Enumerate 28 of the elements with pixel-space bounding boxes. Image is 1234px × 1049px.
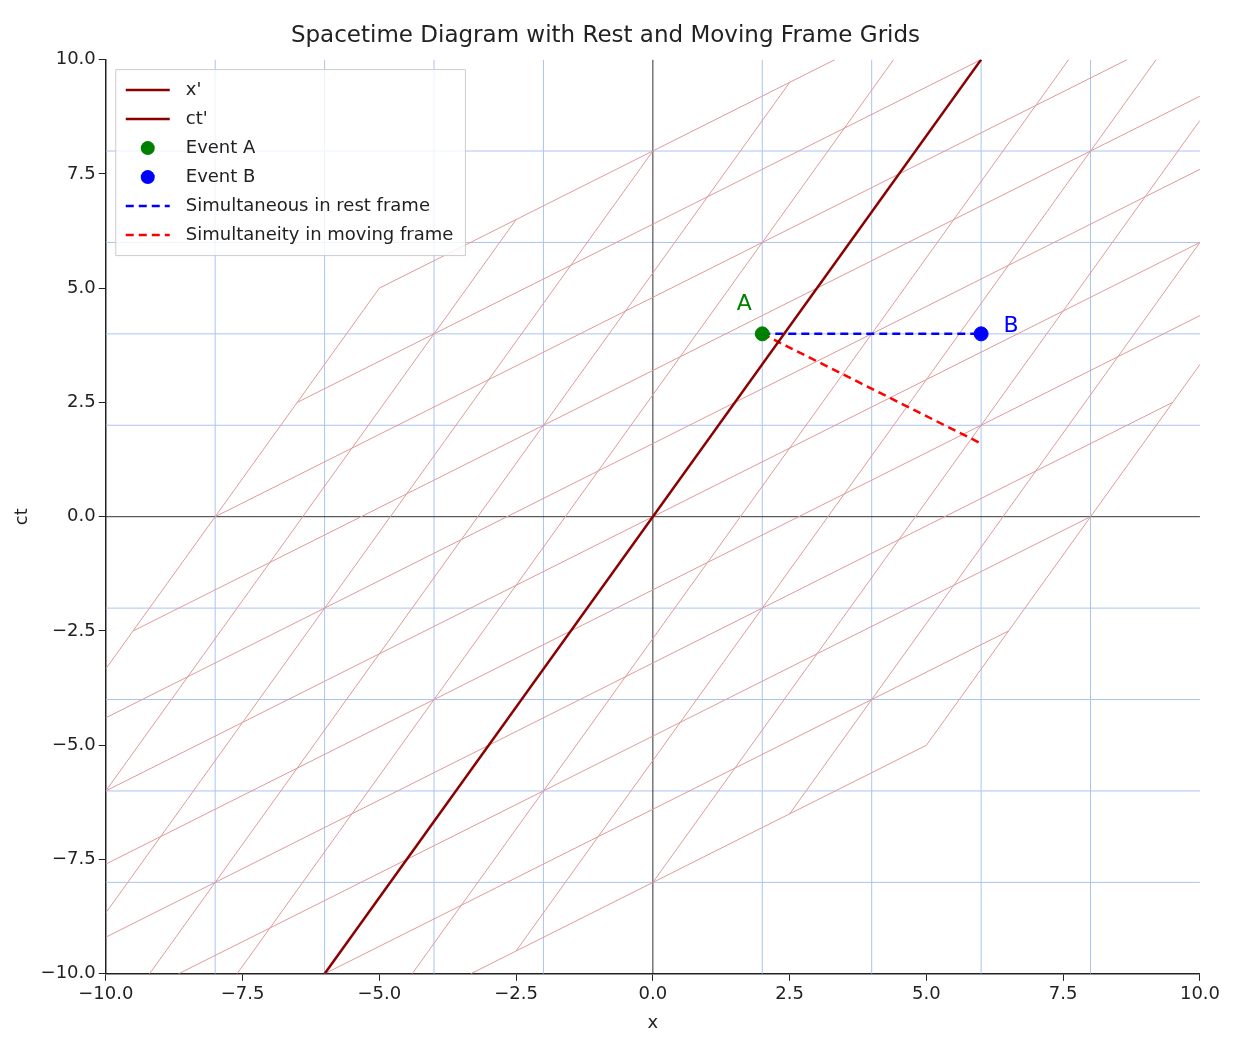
x-tick-label: −7.5 bbox=[220, 982, 265, 1004]
y-tick-label: −5.0 bbox=[52, 732, 96, 754]
x-tick-label: 7.5 bbox=[1048, 982, 1078, 1004]
x-tick-label: 2.5 bbox=[775, 982, 804, 1004]
y-tick-label: 5.0 bbox=[67, 275, 96, 297]
chart-title: Spacetime Diagram with Rest and Moving Frame Grids bbox=[290, 20, 921, 47]
y-tick-label: 10.0 bbox=[55, 47, 96, 69]
legend-label: Event A bbox=[185, 135, 257, 157]
y-tick-label: −7.5 bbox=[52, 847, 96, 869]
x-axis-title: x bbox=[647, 1010, 659, 1032]
legend-label: ct' bbox=[185, 106, 208, 128]
x-tick-label: 5.0 bbox=[912, 982, 941, 1004]
x-tick-label: −2.5 bbox=[494, 982, 538, 1004]
y-tick-label: −10.0 bbox=[40, 961, 96, 983]
annotation: A bbox=[736, 289, 752, 315]
legend-label: Simultaneity in moving frame bbox=[185, 222, 454, 244]
y-axis-title: ct bbox=[10, 508, 32, 526]
y-tick-label: −2.5 bbox=[52, 618, 96, 640]
x-tick-label: −5.0 bbox=[357, 982, 402, 1004]
y-tick-label: 7.5 bbox=[67, 161, 96, 183]
annotation: B bbox=[1003, 311, 1019, 337]
y-tick-label: 0.0 bbox=[67, 504, 96, 526]
y-tick-label: 2.5 bbox=[67, 390, 96, 412]
x-tick-label: 0.0 bbox=[638, 982, 668, 1004]
legend-label: Event B bbox=[185, 164, 256, 186]
legend-label: Simultaneous in rest frame bbox=[185, 193, 430, 215]
x-tick-label: 10.0 bbox=[1179, 982, 1220, 1004]
legend-label: x' bbox=[185, 77, 202, 99]
